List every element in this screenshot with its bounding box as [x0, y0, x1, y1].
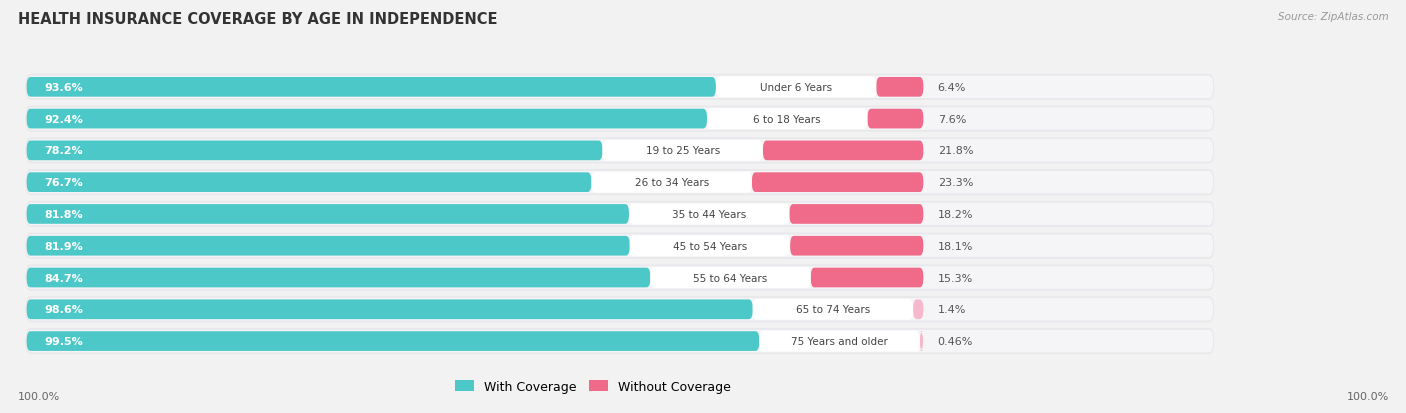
Text: 55 to 64 Years: 55 to 64 Years — [693, 273, 768, 283]
FancyBboxPatch shape — [27, 173, 592, 192]
FancyBboxPatch shape — [25, 170, 1215, 196]
Text: Source: ZipAtlas.com: Source: ZipAtlas.com — [1278, 12, 1389, 22]
Text: 19 to 25 Years: 19 to 25 Years — [645, 146, 720, 156]
Text: 26 to 34 Years: 26 to 34 Years — [634, 178, 709, 188]
FancyBboxPatch shape — [912, 300, 924, 319]
FancyBboxPatch shape — [25, 297, 1215, 323]
FancyBboxPatch shape — [789, 204, 924, 224]
FancyBboxPatch shape — [27, 331, 759, 351]
FancyBboxPatch shape — [603, 140, 763, 161]
Text: 78.2%: 78.2% — [45, 146, 83, 156]
FancyBboxPatch shape — [27, 141, 603, 161]
Text: 100.0%: 100.0% — [18, 391, 60, 401]
Text: 45 to 54 Years: 45 to 54 Years — [673, 241, 747, 251]
Legend: With Coverage, Without Coverage: With Coverage, Without Coverage — [450, 375, 735, 398]
FancyBboxPatch shape — [27, 203, 1213, 225]
FancyBboxPatch shape — [27, 298, 1213, 321]
FancyBboxPatch shape — [25, 106, 1215, 132]
FancyBboxPatch shape — [25, 328, 1215, 354]
Text: 76.7%: 76.7% — [45, 178, 83, 188]
FancyBboxPatch shape — [25, 75, 1215, 101]
Text: 98.6%: 98.6% — [45, 304, 83, 315]
FancyBboxPatch shape — [628, 204, 789, 225]
FancyBboxPatch shape — [752, 299, 912, 320]
Text: 18.1%: 18.1% — [938, 241, 973, 251]
Text: 18.2%: 18.2% — [938, 209, 973, 219]
Text: 6 to 18 Years: 6 to 18 Years — [754, 114, 821, 124]
FancyBboxPatch shape — [27, 300, 752, 319]
Text: 1.4%: 1.4% — [938, 304, 966, 315]
FancyBboxPatch shape — [752, 173, 924, 192]
FancyBboxPatch shape — [25, 138, 1215, 164]
Text: Under 6 Years: Under 6 Years — [761, 83, 832, 93]
FancyBboxPatch shape — [27, 235, 1213, 257]
FancyBboxPatch shape — [707, 109, 868, 130]
FancyBboxPatch shape — [876, 78, 924, 97]
FancyBboxPatch shape — [27, 109, 707, 129]
FancyBboxPatch shape — [27, 236, 630, 256]
FancyBboxPatch shape — [716, 77, 876, 98]
FancyBboxPatch shape — [592, 172, 752, 193]
FancyBboxPatch shape — [920, 331, 924, 351]
Text: 84.7%: 84.7% — [45, 273, 83, 283]
FancyBboxPatch shape — [27, 76, 1213, 99]
FancyBboxPatch shape — [25, 202, 1215, 228]
FancyBboxPatch shape — [763, 141, 924, 161]
FancyBboxPatch shape — [790, 236, 924, 256]
Text: 75 Years and older: 75 Years and older — [792, 336, 889, 346]
FancyBboxPatch shape — [651, 267, 811, 288]
FancyBboxPatch shape — [27, 266, 1213, 289]
FancyBboxPatch shape — [27, 78, 716, 97]
Text: 65 to 74 Years: 65 to 74 Years — [796, 304, 870, 315]
FancyBboxPatch shape — [27, 108, 1213, 131]
FancyBboxPatch shape — [759, 331, 920, 352]
Text: HEALTH INSURANCE COVERAGE BY AGE IN INDEPENDENCE: HEALTH INSURANCE COVERAGE BY AGE IN INDE… — [18, 12, 498, 27]
Text: 21.8%: 21.8% — [938, 146, 973, 156]
Text: 92.4%: 92.4% — [45, 114, 83, 124]
FancyBboxPatch shape — [27, 171, 1213, 194]
Text: 35 to 44 Years: 35 to 44 Years — [672, 209, 747, 219]
Text: 81.8%: 81.8% — [45, 209, 83, 219]
FancyBboxPatch shape — [811, 268, 924, 288]
Text: 6.4%: 6.4% — [938, 83, 966, 93]
FancyBboxPatch shape — [25, 265, 1215, 291]
Text: 99.5%: 99.5% — [45, 336, 83, 346]
FancyBboxPatch shape — [25, 233, 1215, 259]
Text: 0.46%: 0.46% — [938, 336, 973, 346]
FancyBboxPatch shape — [27, 140, 1213, 162]
FancyBboxPatch shape — [27, 330, 1213, 353]
Text: 23.3%: 23.3% — [938, 178, 973, 188]
FancyBboxPatch shape — [27, 268, 651, 288]
Text: 7.6%: 7.6% — [938, 114, 966, 124]
Text: 93.6%: 93.6% — [45, 83, 83, 93]
Text: 81.9%: 81.9% — [45, 241, 83, 251]
FancyBboxPatch shape — [868, 109, 924, 129]
FancyBboxPatch shape — [630, 236, 790, 256]
Text: 15.3%: 15.3% — [938, 273, 973, 283]
Text: 100.0%: 100.0% — [1347, 391, 1389, 401]
FancyBboxPatch shape — [27, 204, 628, 224]
